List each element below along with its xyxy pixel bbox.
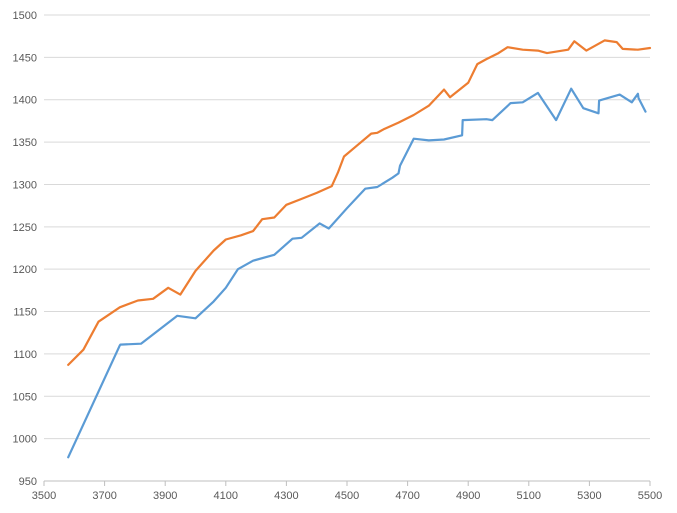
y-tick-label: 950 xyxy=(19,476,37,488)
series-lines xyxy=(67,39,652,459)
x-tick-label: 3900 xyxy=(153,490,177,502)
x-tick-label: 5100 xyxy=(517,490,541,502)
y-tick-label: 1350 xyxy=(13,137,37,149)
x-tick-label: 5500 xyxy=(638,490,662,502)
x-tick-label: 4700 xyxy=(395,490,419,502)
x-tick-label: 4300 xyxy=(274,490,298,502)
series-line-2 xyxy=(67,39,652,366)
y-tick-label: 1150 xyxy=(13,307,37,319)
y-tick-label: 1000 xyxy=(13,434,37,446)
axes xyxy=(43,480,651,486)
series-line-1 xyxy=(67,87,647,459)
y-tick-label: 1300 xyxy=(13,179,37,191)
y-tick-labels: 950 1000 1050 1100 1150 1200 1250 1300 1350 1400 1… xyxy=(13,10,37,488)
y-tick-label: 1400 xyxy=(13,95,37,107)
x-tick-label: 3700 xyxy=(92,490,116,502)
x-tick-label: 4100 xyxy=(214,490,238,502)
x-tick-label: 3500 xyxy=(32,490,56,502)
y-tick-label: 1200 xyxy=(13,264,37,276)
x-tick-label: 4900 xyxy=(456,490,480,502)
grid-lines xyxy=(44,14,650,440)
y-tick-label: 1250 xyxy=(13,222,37,234)
x-tick-labels: 3500 3700 3900 4100 4300 4500 4700 4900 5100 5300… xyxy=(32,490,662,502)
y-tick-label: 1500 xyxy=(13,10,37,22)
y-tick-label: 1450 xyxy=(13,52,37,64)
y-tick-label: 1050 xyxy=(13,391,37,403)
x-tick-label: 4500 xyxy=(335,490,359,502)
y-tick-label: 1100 xyxy=(13,349,37,361)
x-tick-label: 5300 xyxy=(577,490,601,502)
